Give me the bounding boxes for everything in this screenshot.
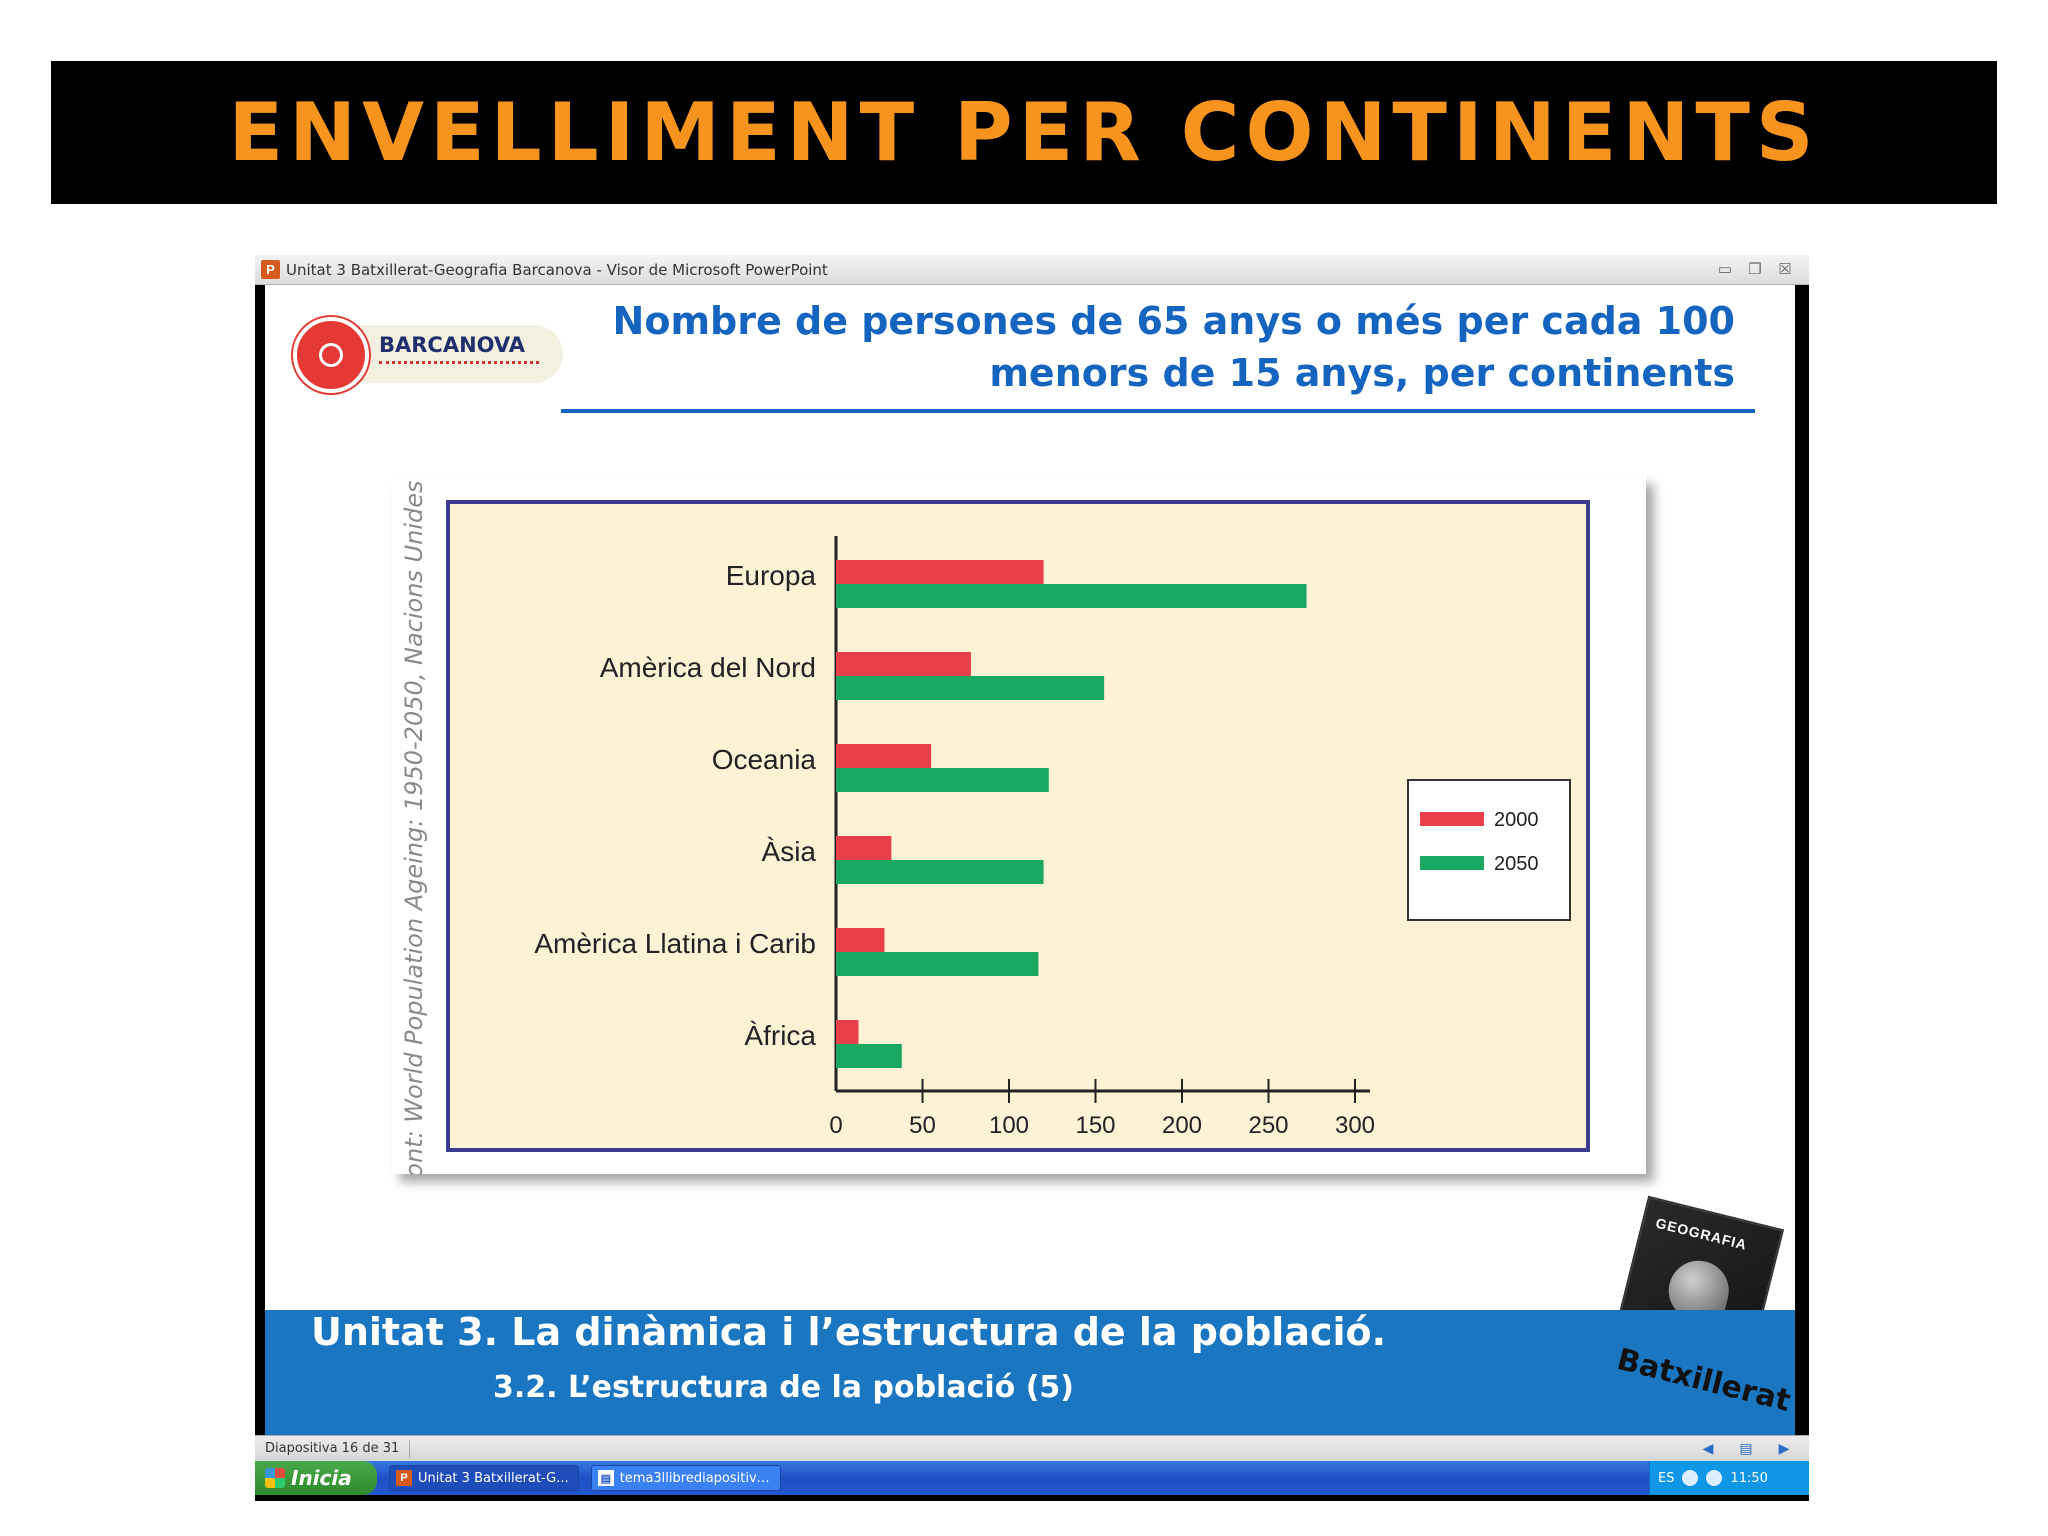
window-title: Unitat 3 Batxillerat-Geografia Barcanova…	[286, 260, 828, 279]
category-label: Amèrica del Nord	[600, 652, 816, 683]
slide: BARCANOVA Nombre de persones de 65 anys …	[265, 285, 1795, 1435]
bar-2000	[836, 836, 892, 860]
banner-title: ENVELLIMENT PER CONTINENTS	[228, 86, 1820, 179]
x-tick-label: 250	[1248, 1112, 1288, 1139]
category-label: Oceania	[712, 744, 817, 775]
taskbar-item-document[interactable]: ▤ tema3llibrediapositive...	[591, 1465, 781, 1491]
x-tick-label: 150	[1075, 1112, 1115, 1139]
taskbar-item-label: Unitat 3 Batxillerat-G...	[418, 1470, 569, 1486]
slide-title-line2: menors de 15 anys, per continents	[989, 351, 1735, 395]
taskbar-item-label: tema3llibrediapositive...	[619, 1470, 774, 1486]
x-tick-label: 0	[829, 1112, 842, 1139]
taskbar: Inicia P Unitat 3 Batxillerat-G... ▤ tem…	[255, 1461, 1809, 1495]
bar-2000	[836, 928, 885, 952]
bar-2000	[836, 560, 1044, 584]
slide-title-line1: Nombre de persones de 65 anys o més per …	[612, 299, 1735, 343]
legend-box	[1407, 779, 1571, 921]
barcanova-logo: BARCANOVA	[293, 313, 573, 393]
footer-band: Unitat 3. La dinàmica i l’estructura de …	[265, 1310, 1795, 1435]
bar-2050	[836, 860, 1044, 884]
system-tray: ES 11:50	[1649, 1461, 1809, 1495]
slide-title: Nombre de persones de 65 anys o més per …	[613, 295, 1735, 399]
previous-slide-icon[interactable]: ◀	[1702, 1439, 1714, 1456]
restore-icon[interactable]: ❐	[1748, 261, 1762, 278]
slide-navigation: ◀ ▤ ▶	[1699, 1439, 1793, 1457]
legend-label: 2050	[1494, 853, 1539, 875]
clock: 11:50	[1730, 1470, 1768, 1486]
slide-menu-icon[interactable]: ▤	[1739, 1439, 1753, 1456]
window-controls: ▭ ❐ ☒	[1715, 259, 1795, 279]
category-label: Europa	[726, 560, 817, 591]
logo-text: BARCANOVA	[379, 333, 526, 357]
bar-2000	[836, 744, 932, 768]
legend-swatch	[1420, 856, 1484, 870]
bar-2000	[836, 1020, 859, 1044]
legend-label: 2000	[1494, 809, 1539, 831]
language-indicator[interactable]: ES	[1658, 1470, 1675, 1486]
network-icon[interactable]	[1682, 1470, 1699, 1486]
status-divider	[409, 1439, 411, 1458]
start-button[interactable]: Inicia	[255, 1461, 377, 1495]
x-tick-label: 100	[989, 1112, 1029, 1139]
category-label: Amèrica Llatina i Carib	[534, 928, 816, 959]
powerpoint-icon: P	[261, 260, 280, 279]
bar-2050	[836, 1044, 902, 1068]
taskbar-item-powerpoint[interactable]: P Unitat 3 Batxillerat-G...	[389, 1465, 579, 1491]
window-titlebar[interactable]: P Unitat 3 Batxillerat-Geografia Barcano…	[255, 255, 1809, 285]
chart-card: Font: World Population Ageing: 1950-2050…	[392, 476, 1646, 1174]
x-tick-label: 300	[1335, 1112, 1375, 1139]
title-banner: ENVELLIMENT PER CONTINENTS	[51, 61, 1997, 204]
legend-swatch	[1420, 812, 1484, 826]
minimize-icon[interactable]: ▭	[1717, 261, 1733, 278]
logo-wave	[379, 361, 539, 367]
category-label: Àfrica	[744, 1020, 816, 1051]
bar-2050	[836, 952, 1039, 976]
bar-2050	[836, 676, 1105, 700]
bar-chart: Font: World Population Ageing: 1950-2050…	[400, 480, 1590, 1174]
logo-pill	[333, 325, 563, 383]
powerpoint-icon: P	[396, 1470, 412, 1486]
bar-2050	[836, 584, 1307, 608]
source-note: Font: World Population Ageing: 1950-2050…	[400, 480, 428, 1174]
book-title: GEOGRAFIA	[1654, 1214, 1749, 1253]
shield-icon[interactable]	[1706, 1470, 1723, 1486]
bar-2050	[836, 768, 1049, 792]
x-tick-label: 200	[1162, 1112, 1202, 1139]
start-label: Inicia	[291, 1466, 352, 1490]
section-title: 3.2. L’estructura de la població (5)	[493, 1370, 1075, 1405]
document-icon: ▤	[598, 1470, 614, 1486]
next-slide-icon[interactable]: ▶	[1778, 1439, 1790, 1456]
powerpoint-viewer-window: P Unitat 3 Batxillerat-Geografia Barcano…	[255, 255, 1809, 1501]
x-tick-label: 50	[909, 1112, 936, 1139]
category-label: Àsia	[762, 836, 817, 867]
unit-title: Unitat 3. La dinàmica i l’estructura de …	[311, 1310, 1387, 1354]
logo-disc-icon	[293, 317, 369, 393]
bar-2000	[836, 652, 971, 676]
status-bar: Diapositiva 16 de 31 ◀ ▤ ▶	[255, 1435, 1809, 1461]
windows-logo-icon	[265, 1468, 285, 1488]
plot-frame	[446, 500, 1590, 1152]
title-rule	[561, 409, 1755, 413]
slide-counter: Diapositiva 16 de 31	[265, 1441, 400, 1456]
close-icon[interactable]: ☒	[1778, 261, 1792, 278]
